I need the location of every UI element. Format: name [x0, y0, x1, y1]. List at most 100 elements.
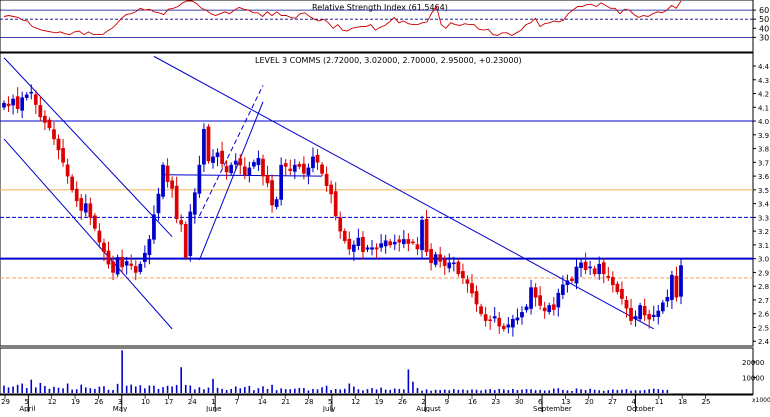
price-tick-label: 2.9 [758, 269, 769, 277]
candle-body [674, 275, 679, 298]
candle-body [170, 180, 174, 189]
x-day-label: 11 [655, 398, 664, 406]
candle-body [492, 316, 497, 319]
candle-body [610, 277, 615, 286]
candle-body [56, 138, 61, 151]
candle-body [174, 185, 179, 220]
candle-body [333, 191, 338, 217]
candle-body [79, 198, 84, 211]
candle-body [115, 257, 120, 275]
price-title: LEVEL 3 COMMS (2.72000, 3.02000, 2.70000… [255, 56, 522, 65]
x-day-label: 1 [211, 398, 215, 406]
candle-body [592, 268, 597, 275]
candle-body [111, 261, 115, 273]
trendline [3, 138, 173, 330]
candle-body [47, 119, 52, 129]
candle-body [220, 150, 224, 164]
candle-body [679, 265, 683, 297]
candle-body [147, 239, 152, 256]
candle-body [638, 305, 642, 320]
volume-tick-label: 20000 [742, 359, 764, 367]
x-day-label: 29 [1, 398, 10, 406]
x-day-label: 14 [258, 398, 267, 406]
candle-body [606, 276, 611, 278]
candle-body [556, 292, 561, 308]
x-month-label: June [205, 405, 221, 412]
candle-body [320, 164, 324, 174]
candle-body [665, 296, 670, 302]
overlay-lines [0, 9, 753, 330]
price-tick-label: 2.5 [758, 324, 769, 332]
candle-body [270, 180, 274, 206]
candle-body [265, 175, 270, 184]
price-tick-label: 3.4 [758, 201, 770, 209]
price-tick-label: 2.7 [758, 297, 769, 305]
x-day-label: 20 [585, 398, 594, 406]
candle-body [383, 240, 388, 247]
price-tick-label: 4.2 [758, 91, 769, 99]
price-tick-label: 3.8 [758, 146, 769, 154]
candle-body [588, 266, 592, 269]
candle-body [70, 176, 75, 191]
candle-body [551, 304, 556, 310]
candle-body [252, 162, 256, 167]
candle-body [433, 254, 438, 265]
candle-body [529, 287, 533, 309]
candle-body [74, 188, 79, 202]
x-month-label: August [416, 405, 441, 412]
candle-body [38, 105, 43, 118]
candle-body [642, 306, 647, 316]
price-tick-label: 3.0 [758, 256, 769, 264]
candle-body [329, 184, 333, 195]
candle-body [356, 237, 361, 246]
candle-body [651, 314, 656, 318]
rsi-panel: Relative Strength Index (61.5464) [0, 0, 754, 53]
x-day-label: 18 [678, 398, 687, 406]
candle-body [583, 261, 588, 270]
candle-body [561, 284, 565, 295]
candle-body [215, 152, 220, 158]
candle-body [624, 299, 629, 309]
trendline [198, 101, 264, 261]
price-tick-label: 4.0 [758, 118, 769, 126]
x-day-label: 23 [491, 398, 500, 406]
candle-body [424, 219, 429, 253]
candle-body [274, 199, 279, 207]
price-tick-label: 3.5 [758, 187, 769, 195]
x-day-label: 27 [608, 398, 617, 406]
candle-body [43, 115, 47, 123]
candle-body [447, 262, 452, 269]
x-day-label: 30 [515, 398, 524, 406]
x-day-label: 12 [48, 398, 57, 406]
x-day-label: 28 [305, 398, 314, 406]
candle-body [342, 230, 347, 242]
candle-body [483, 314, 488, 321]
candle-body [511, 318, 515, 328]
candle-body [152, 214, 156, 240]
x-day-label: 26 [398, 398, 407, 406]
candle-body [106, 250, 111, 265]
candle-body [479, 306, 483, 314]
x-day-label: 16 [468, 398, 477, 406]
x-day-label: 26 [94, 398, 103, 406]
candle-body [161, 164, 165, 197]
candle-body [524, 306, 529, 311]
candle-body [202, 129, 206, 165]
x-day-label: 5 [328, 398, 332, 406]
candle-body [133, 266, 138, 273]
candle-body [206, 126, 211, 162]
candle-body [233, 160, 238, 165]
candle-body [347, 238, 352, 250]
price-tick-label: 2.8 [758, 283, 769, 291]
candle-body [20, 97, 25, 111]
candle-body [520, 312, 524, 318]
candle-body [11, 98, 15, 106]
candle-body [574, 266, 579, 284]
candle-body [33, 94, 38, 105]
candle-body [465, 279, 470, 284]
price-tick-label: 3.6 [758, 173, 770, 181]
candle-body [93, 215, 97, 229]
x-day-label: 24 [188, 398, 197, 406]
price-tick-label: 4.3 [758, 77, 769, 85]
